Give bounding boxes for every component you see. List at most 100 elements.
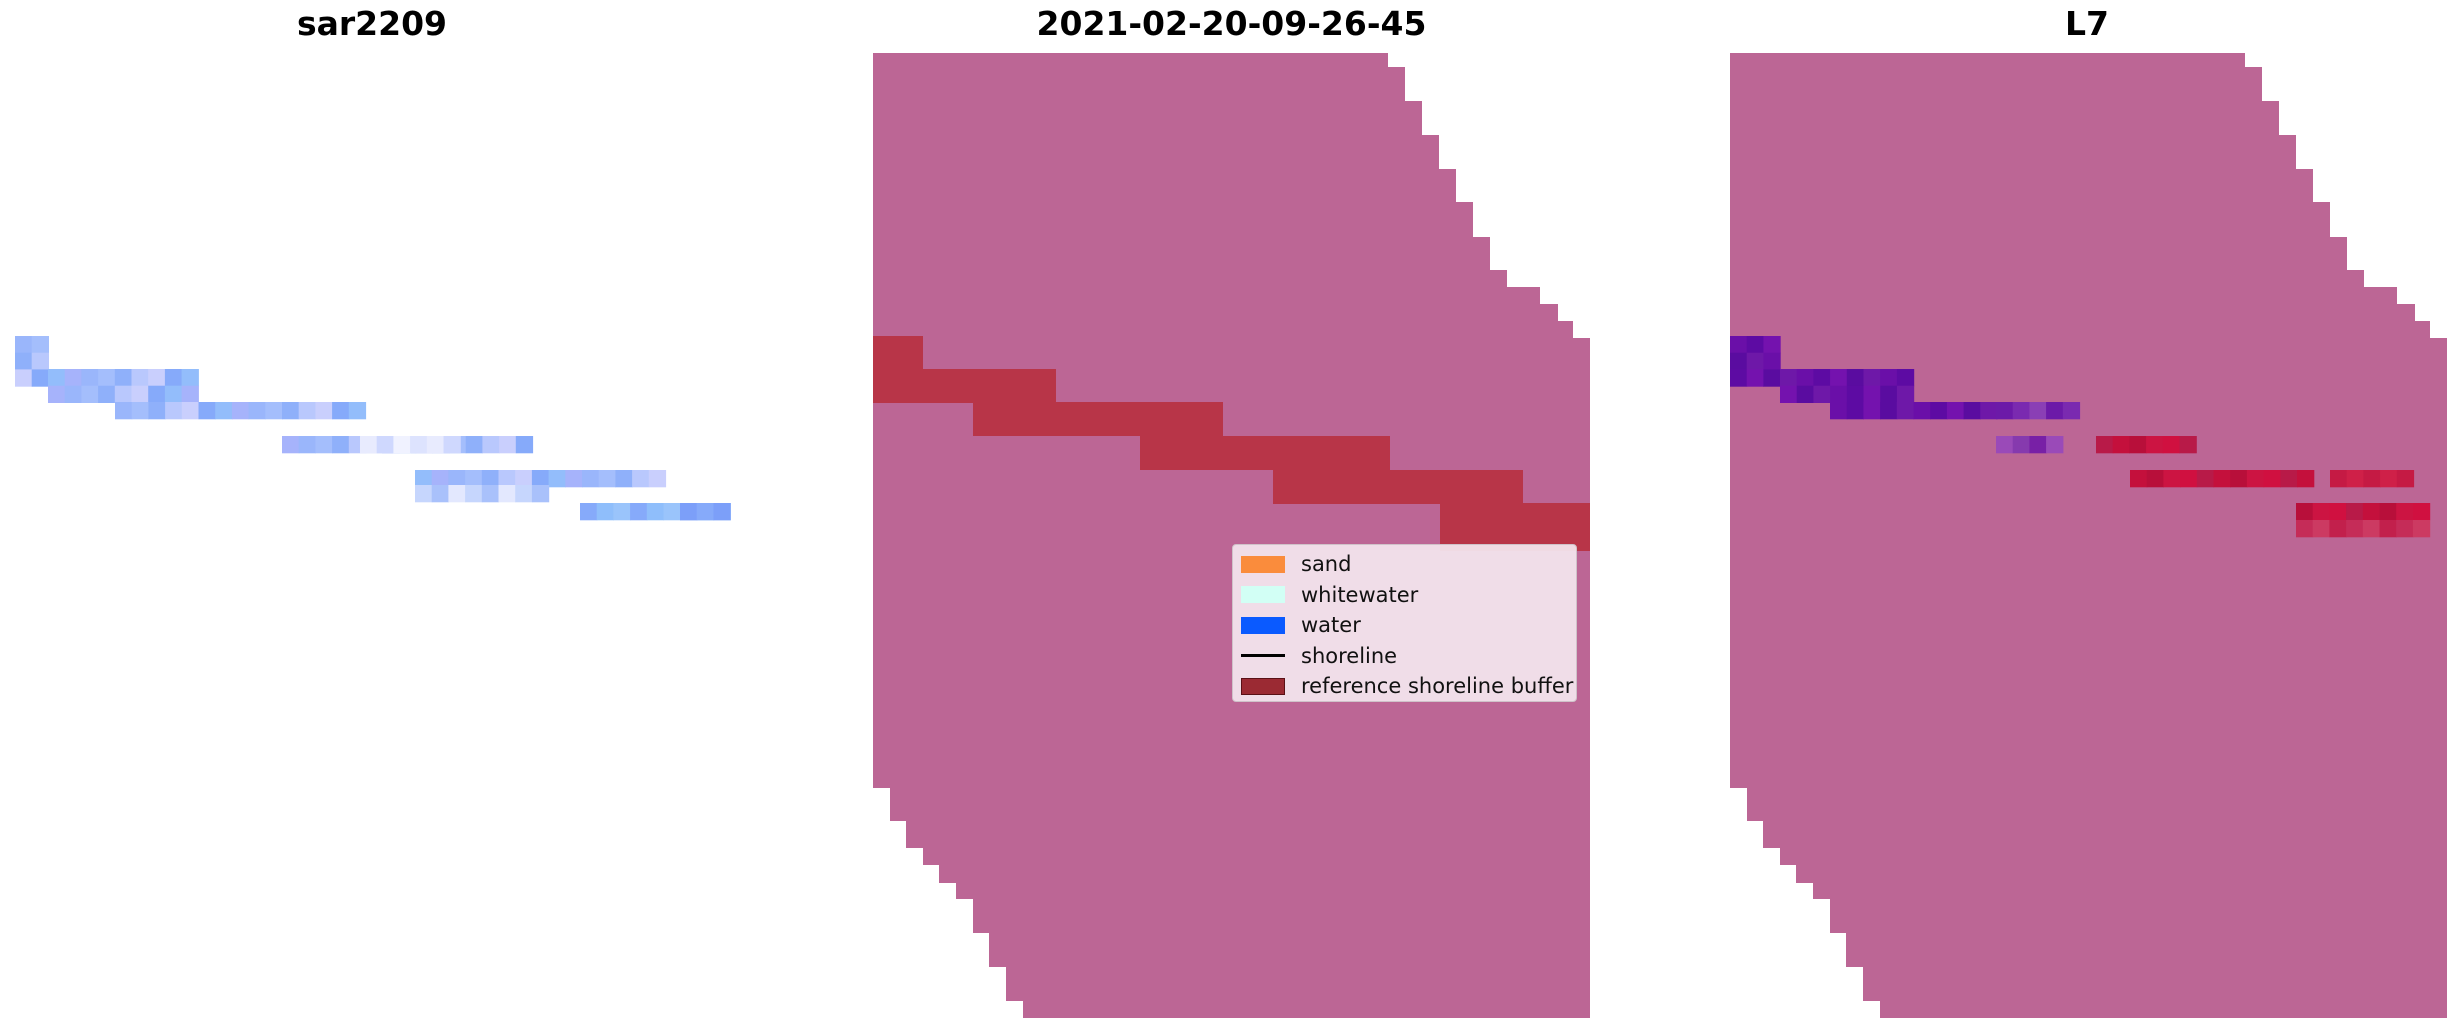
l7-water-pixel [1813, 369, 1831, 387]
l7-water-pixel [1896, 385, 1915, 403]
l7-red-pixel [2213, 470, 2231, 488]
sar-pixel [248, 402, 266, 420]
l7-water-pixel [1730, 352, 1748, 370]
l7-water-pixel [2029, 402, 2047, 420]
l7-red-pixel [2329, 503, 2347, 521]
sar-pixel [680, 503, 698, 521]
l7-water-pixel [1813, 385, 1831, 403]
l7-red-pixel [2379, 503, 2397, 521]
sar-pixel [431, 470, 449, 488]
sar-pixel [148, 369, 166, 387]
sar-pixel [648, 470, 667, 488]
l7-water-pixel [1830, 402, 1848, 420]
l7-water-pixel [1846, 369, 1865, 387]
sar-pixel [64, 385, 82, 403]
l7-water-pixel [1780, 385, 1798, 403]
sar-pixel [114, 369, 133, 387]
legend-label: water [1301, 613, 1361, 638]
l7-red-pixel [2346, 470, 2364, 488]
sar-pixel [98, 385, 116, 403]
sar-pixel [431, 485, 449, 503]
l7-water-pixel [1880, 369, 1898, 387]
l7-water-pixel [2012, 402, 2030, 420]
l7-red-pixel [2396, 503, 2414, 521]
sar-pixel [481, 485, 500, 503]
l7-red-pixel [2379, 520, 2397, 538]
sar-pixel [415, 485, 433, 503]
sar-pixel [515, 485, 533, 503]
legend-item-sand: sand [1241, 549, 1568, 580]
l7-water-pixel [1863, 402, 1881, 420]
legend-item-whitewater: whitewater [1241, 580, 1568, 611]
legend-label: shoreline [1301, 643, 1398, 668]
legend-label: sand [1301, 552, 1352, 577]
sar-pixel [48, 369, 66, 387]
sar-pixel [415, 470, 433, 488]
l7-red-pixel [2096, 436, 2114, 454]
l7-water-pixel [1796, 385, 1814, 403]
l7-water-pixel [1996, 436, 2014, 454]
l7-red-pixel [2179, 436, 2197, 454]
sar-pixel [131, 369, 149, 387]
legend-swatch-buffer [1241, 677, 1285, 695]
l7-water-pixel [2062, 402, 2081, 420]
legend-item-water: water [1241, 610, 1568, 641]
sar-pixel [696, 503, 714, 521]
sar-pixel [282, 436, 300, 454]
sar-pixel [115, 402, 133, 420]
panel-title-2: 2021-02-20-09-26-45 [1036, 4, 1427, 43]
sar-pixel [481, 470, 500, 488]
l7-water-pixel [1830, 369, 1848, 387]
sar-pixel [181, 369, 199, 387]
sar-pixel [31, 352, 49, 370]
l7-water-pixel [1896, 402, 1915, 420]
sar-pixel [231, 402, 250, 420]
legend-label: whitewater [1301, 582, 1419, 607]
sar-pixel [582, 470, 600, 488]
reference-shoreline-buffer [1440, 503, 1590, 551]
l7-red-pixel [2280, 470, 2298, 488]
l7-red-pixel [2346, 520, 2364, 538]
sar-pixel [348, 402, 367, 420]
l7-water-pixel [1863, 385, 1881, 403]
sar-pixel [515, 436, 534, 454]
l7-water-pixel [1880, 385, 1898, 403]
l7-red-pixel [2163, 470, 2181, 488]
sar-pixel-light [360, 436, 378, 454]
panel-title-3: L7 [2065, 4, 2109, 43]
sar-pixel-light [426, 436, 445, 454]
l7-water-pixel [1913, 402, 1931, 420]
sar-pixel [282, 402, 300, 420]
l7-red-pixel [2412, 520, 2431, 538]
sar-pixel-light [410, 436, 428, 454]
l7-red-pixel [2129, 436, 2147, 454]
sar-pixel [465, 470, 483, 488]
l7-red-pixel [2246, 470, 2265, 488]
l7-red-pixel [2396, 520, 2414, 538]
legend-swatch-sand [1241, 555, 1285, 573]
sar-pixel [646, 503, 665, 521]
l7-water-pixel [1780, 369, 1798, 387]
l7-water-pixel [1763, 352, 1781, 370]
sar-pixel [548, 470, 566, 488]
l7-red-pixel [2180, 470, 2198, 488]
sar-pixel [482, 436, 500, 454]
sar-pixel [298, 436, 316, 454]
sar-pixel [148, 402, 166, 420]
l7-red-pixel [2297, 470, 2315, 488]
l7-water-pixel [1763, 369, 1781, 387]
sar-pixel [114, 385, 133, 403]
sar-pixel [448, 485, 466, 503]
sar-pixel-light [393, 436, 411, 454]
sar-pixel [332, 436, 350, 454]
l7-water-pixel [1730, 336, 1748, 354]
sar-pixel [198, 402, 216, 420]
l7-water-pixel [1963, 402, 1981, 420]
sar-pixel [31, 336, 49, 354]
l7-red-pixel [2330, 470, 2348, 488]
l7-red-pixel [2362, 520, 2381, 538]
l7-water-pixel [1880, 402, 1898, 420]
l7-water-pixel [1896, 369, 1915, 387]
l7-red-pixel [2146, 436, 2164, 454]
